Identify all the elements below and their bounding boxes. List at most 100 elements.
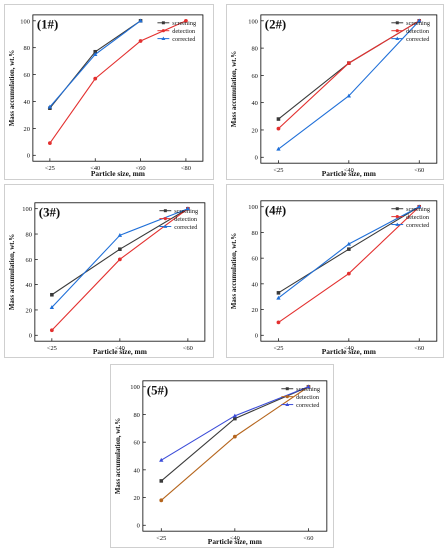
data-point-screening — [276, 117, 281, 121]
x-tick-label: <60 — [414, 345, 424, 352]
series-line-screening — [51, 208, 189, 296]
legend-marker — [395, 222, 400, 226]
data-point-corrected — [93, 52, 98, 57]
y-tick-label: 0 — [255, 155, 258, 162]
chart-svg-2: 0 20 40 60 80 100 <25 <40 <60 Particle size, mm Ma… — [231, 14, 438, 178]
chart-panel-1: 0 20 40 60 80 100 <25 <40 <60 <80 Particle size, m… — [4, 4, 214, 180]
y-tick-label: 0 — [137, 523, 140, 530]
data-point-detection — [93, 76, 98, 81]
y-tick-label: 100 — [248, 204, 258, 211]
y-tick-label: 40 — [24, 99, 30, 106]
legend-marker — [161, 21, 165, 25]
data-point-corrected — [117, 233, 123, 237]
chart-panel-4: 0 20 40 60 80 100 <25 <40 <60 Particle size, mm Ma… — [226, 184, 444, 358]
series-line-corrected — [278, 20, 420, 150]
x-tick-label: <60 — [183, 345, 193, 352]
y-tick-label: 80 — [251, 46, 257, 53]
x-tick-label: <25 — [273, 345, 283, 352]
data-point-detection — [276, 320, 281, 325]
data-point-detection — [276, 126, 281, 131]
legend-label-screening: screening — [406, 206, 430, 213]
chart-title: (1#) — [37, 18, 58, 32]
x-axis-label: Particle size, mm — [91, 169, 146, 178]
plot-frame — [32, 14, 204, 162]
chart-svg-3: 0 20 40 60 80 100 <25 <40 <60 Particle size, mm Ma… — [9, 202, 206, 356]
y-tick-label: 60 — [251, 73, 257, 80]
data-point-detection — [184, 18, 188, 23]
legend-marker — [285, 395, 289, 399]
data-point-detection — [138, 39, 143, 43]
data-point-corrected — [306, 384, 311, 389]
y-tick-label: 100 — [22, 206, 32, 213]
data-point-screening — [276, 291, 281, 295]
y-axis-label: Mass accumulation, wt.% — [9, 234, 16, 310]
x-tick-label: <60 — [136, 165, 146, 172]
y-axis-label: Mass accumulation, wt.% — [9, 50, 16, 126]
x-axis-label: Particle size, mm — [322, 347, 377, 356]
data-point-corrected — [346, 93, 352, 98]
series-line-screening — [160, 386, 309, 482]
series-line-detection — [278, 20, 420, 129]
y-tick-label: 80 — [251, 230, 257, 237]
y-tick-label: 20 — [251, 127, 257, 134]
data-point-corrected — [346, 241, 352, 246]
y-tick-label: 20 — [25, 307, 31, 314]
legend-marker — [395, 215, 399, 219]
data-point-corrected — [49, 305, 55, 309]
y-tick-label: 100 — [130, 384, 140, 391]
y-tick-label: 0 — [255, 333, 258, 340]
y-tick-label: 100 — [20, 18, 30, 25]
x-tick-label: <40 — [230, 535, 240, 542]
legend-marker — [161, 29, 165, 33]
data-point-screening — [347, 247, 351, 251]
x-axis-label: Particle size, mm — [93, 347, 148, 356]
data-point-detection — [159, 498, 164, 503]
y-tick-label: 80 — [25, 232, 31, 239]
y-tick-label: 60 — [24, 72, 30, 79]
y-tick-label: 40 — [251, 100, 257, 107]
legend-label-corrected: corrected — [406, 36, 430, 43]
series-line-corrected — [49, 20, 141, 108]
chart-panel-3: 0 20 40 60 80 100 <25 <40 <60 Particle size, mm Ma… — [4, 184, 214, 358]
legend-label-screening: screening — [406, 20, 430, 27]
data-point-corrected — [159, 457, 164, 462]
y-tick-label: 60 — [133, 440, 139, 447]
x-tick-label: <40 — [115, 345, 125, 352]
x-tick-label: <25 — [273, 167, 283, 174]
legend-marker — [285, 387, 289, 391]
x-tick-label: <25 — [47, 345, 57, 352]
legend-label-corrected: corrected — [296, 402, 320, 409]
x-tick-label: <80 — [181, 165, 191, 172]
y-tick-label: 40 — [133, 467, 139, 474]
legend-label-detection: detection — [406, 214, 430, 221]
data-point-screening — [233, 416, 237, 421]
legend-label-detection: detection — [174, 216, 198, 223]
chart-panel-2: 0 20 40 60 80 100 <25 <40 <60 Particle size, mm Ma… — [226, 4, 444, 180]
chart-title: (3#) — [39, 206, 60, 220]
legend-label-detection: detection — [172, 28, 196, 35]
chart-panel-5: 0 20 40 60 80 100 <25 <40 <60 Particle size, mm Ma… — [110, 364, 334, 548]
y-tick-label: 80 — [133, 412, 139, 419]
legend-label-screening: screening — [172, 20, 196, 27]
data-point-corrected — [232, 413, 238, 418]
data-point-detection — [49, 328, 54, 333]
legend-label-screening: screening — [174, 208, 198, 215]
x-axis-label: Particle size, mm — [208, 537, 263, 546]
data-point-detection — [48, 141, 52, 146]
legend-marker — [163, 224, 168, 228]
data-point-corrected — [138, 18, 143, 23]
series-line-screening — [49, 20, 141, 109]
legend-marker — [395, 36, 400, 40]
y-tick-label: 40 — [25, 282, 31, 289]
y-tick-label: 40 — [251, 281, 257, 288]
data-point-detection — [346, 61, 351, 65]
y-axis-label: Mass accumulation, wt.% — [115, 418, 122, 494]
chart-svg-5: 0 20 40 60 80 100 <25 <40 <60 Particle size, mm Ma… — [115, 380, 328, 546]
series-line-screening — [278, 20, 420, 120]
x-axis-label: Particle size, mm — [322, 169, 377, 178]
data-point-detection — [232, 434, 237, 439]
series-line-corrected — [278, 206, 420, 299]
y-tick-label: 100 — [248, 18, 258, 25]
chart-svg-1: 0 20 40 60 80 100 <25 <40 <60 <80 Particle size, m… — [9, 14, 204, 178]
data-point-screening — [118, 247, 122, 251]
